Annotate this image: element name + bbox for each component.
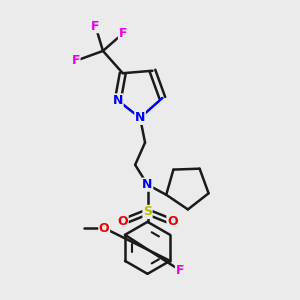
- Text: F: F: [118, 27, 127, 40]
- Text: O: O: [167, 215, 178, 228]
- Text: O: O: [99, 221, 110, 235]
- Text: N: N: [142, 178, 153, 191]
- Text: F: F: [91, 20, 100, 33]
- Text: N: N: [135, 111, 145, 124]
- Text: S: S: [143, 206, 152, 218]
- Text: O: O: [117, 215, 128, 228]
- Text: F: F: [176, 264, 184, 277]
- Text: F: F: [71, 54, 80, 67]
- Text: N: N: [112, 94, 123, 107]
